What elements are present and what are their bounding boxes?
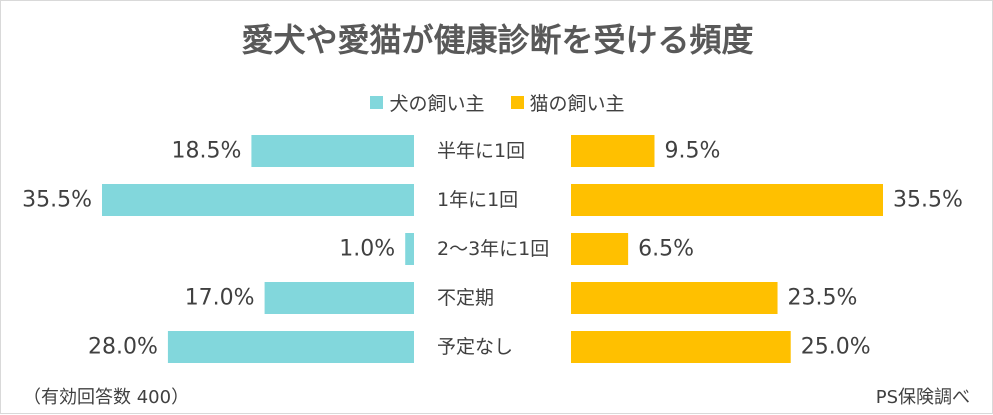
dog-value-label-1: 35.5% <box>22 188 92 213</box>
legend-swatch-cat <box>510 96 524 109</box>
footnote-sample-size: （有効回答数 400） <box>23 387 190 408</box>
dog-value-label-0: 18.5% <box>172 139 242 164</box>
dog-bar-0 <box>251 135 414 167</box>
legend-item-dog: 犬の飼い主 <box>370 89 485 116</box>
legend: 犬の飼い主 猫の飼い主 <box>1 89 993 116</box>
dog-bar-2 <box>405 233 414 265</box>
cat-bar-2 <box>571 233 629 265</box>
cat-value-label-3: 23.5% <box>788 286 858 311</box>
dog-value-label-4: 28.0% <box>88 335 158 360</box>
legend-swatch-dog <box>370 96 384 109</box>
chart-title: 愛犬や愛猫が健康診断を受ける頻度 <box>241 21 754 59</box>
cat-value-label-2: 6.5% <box>638 237 694 262</box>
cat-value-label-0: 9.5% <box>664 139 720 164</box>
footnote-source: PS保険調べ <box>875 387 970 408</box>
legend-label-dog: 犬の飼い主 <box>389 93 485 115</box>
category-label-2: 2～3年に1回 <box>437 238 549 260</box>
cat-value-label-1: 35.5% <box>893 188 963 213</box>
cat-bar-4 <box>571 331 791 363</box>
legend-item-cat: 猫の飼い主 <box>510 89 625 116</box>
legend-label-cat: 猫の飼い主 <box>529 93 625 115</box>
category-label-3: 不定期 <box>437 287 494 309</box>
cat-value-label-4: 25.0% <box>801 335 871 360</box>
category-label-0: 半年に1回 <box>437 140 525 162</box>
cat-bar-0 <box>571 135 655 167</box>
dog-value-label-2: 1.0% <box>339 237 395 262</box>
dog-value-label-3: 17.0% <box>185 286 255 311</box>
dog-bar-4 <box>167 331 414 363</box>
cat-bar-1 <box>571 184 883 216</box>
cat-bar-3 <box>571 282 778 314</box>
dog-bar-3 <box>264 282 414 314</box>
category-label-4: 予定なし <box>437 336 513 358</box>
dog-bar-1 <box>102 184 414 216</box>
category-label-1: 1年に1回 <box>437 189 518 211</box>
